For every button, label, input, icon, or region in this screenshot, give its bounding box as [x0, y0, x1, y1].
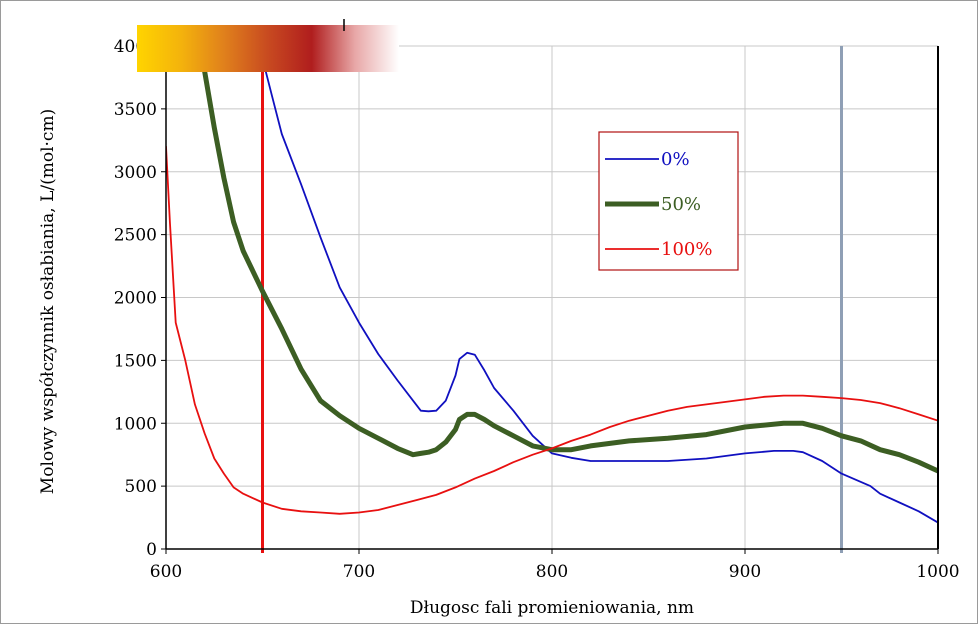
y-tick-label: 1500	[114, 351, 157, 371]
y-tick-label: 3000	[114, 163, 157, 183]
x-tick-label: 1000	[916, 562, 959, 582]
x-tick-label: 800	[536, 562, 568, 582]
y-axis-label: Molowy współczynnik osłabiania, L/(mol·c…	[38, 109, 58, 494]
y-tick-label: 2000	[114, 289, 157, 309]
series-layer	[166, 57, 938, 524]
legend-label: 100%	[661, 239, 712, 260]
y-tick-label: 1000	[114, 414, 157, 434]
x-axis-label: Długosc fali promieniowania, nm	[410, 598, 694, 618]
axis-labels: Długosc fali promieniowania, nm Molowy w…	[38, 109, 694, 618]
x-tick-label: 600	[150, 562, 182, 582]
legend-label: 0%	[661, 149, 690, 170]
gradient-bar	[137, 19, 399, 72]
y-tick-label: 500	[125, 477, 157, 497]
series-line-0	[261, 57, 938, 524]
grid-lines	[165, 45, 939, 550]
y-tick-label: 0	[146, 540, 157, 560]
y-tick-label: 2500	[114, 226, 157, 246]
legend-label: 50%	[661, 194, 701, 215]
series-line-1	[202, 68, 938, 474]
x-tick-label: 900	[729, 562, 761, 582]
legend: 0% 50% 100%	[598, 131, 739, 271]
series-line-2	[166, 145, 938, 515]
vertical-markers	[261, 46, 843, 553]
y-tick-label: 3500	[114, 100, 157, 120]
x-tick-label: 700	[343, 562, 375, 582]
color-gradient-bar	[137, 25, 399, 72]
legend-box	[598, 131, 739, 271]
